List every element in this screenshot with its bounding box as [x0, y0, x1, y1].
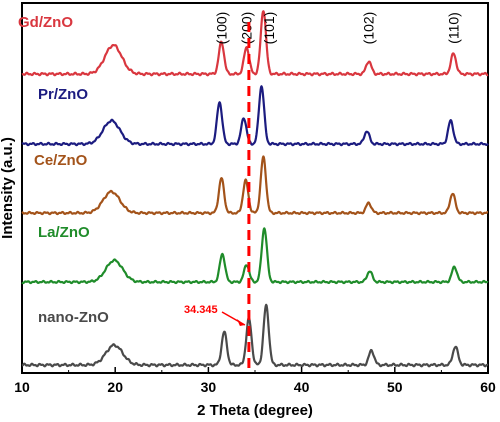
x-tick-label: 60 [480, 379, 496, 395]
hkl-label: (101) [261, 12, 277, 45]
y-axis-title: Intensity (a.u.) [0, 137, 16, 239]
hkl-label: (200) [239, 12, 255, 45]
series-line-nano-zno [21, 303, 489, 368]
series-label-la-zno: La/ZnO [38, 224, 90, 241]
hkl-label: (102) [361, 12, 377, 45]
hkl-label: (110) [445, 12, 461, 44]
series-label-nano-zno: nano-ZnO [38, 309, 109, 326]
x-axis: 10 20 30 40 50 60 [14, 367, 496, 395]
x-tick-label: 10 [14, 379, 30, 395]
series-line-gd-zno [21, 10, 489, 77]
traces [21, 10, 489, 368]
series-label-ce-zno: Ce/ZnO [34, 152, 88, 169]
x-tick-label: 30 [201, 379, 217, 395]
hkl-labels: (100) (200) (101) (102) (110) [213, 12, 461, 45]
hkl-label: (100) [213, 12, 229, 45]
annotation-arrowhead [236, 319, 245, 326]
x-tick-label: 40 [294, 379, 310, 395]
x-tick-label: 50 [387, 379, 403, 395]
series-label-gd-zno: Gd/ZnO [18, 14, 73, 31]
reference-line-group: 34.345 [184, 22, 251, 373]
annotation-34-345: 34.345 [184, 304, 218, 316]
x-tick-label: 20 [107, 379, 123, 395]
series-line-pr-zno [21, 85, 489, 147]
series-line-ce-zno [21, 155, 489, 216]
series-label-pr-zno: Pr/ZnO [38, 86, 88, 103]
series-line-la-zno [21, 227, 489, 285]
x-axis-title: 2 Theta (degree) [197, 402, 313, 419]
series-labels: Gd/ZnO Pr/ZnO Ce/ZnO La/ZnO nano-ZnO [18, 14, 109, 326]
